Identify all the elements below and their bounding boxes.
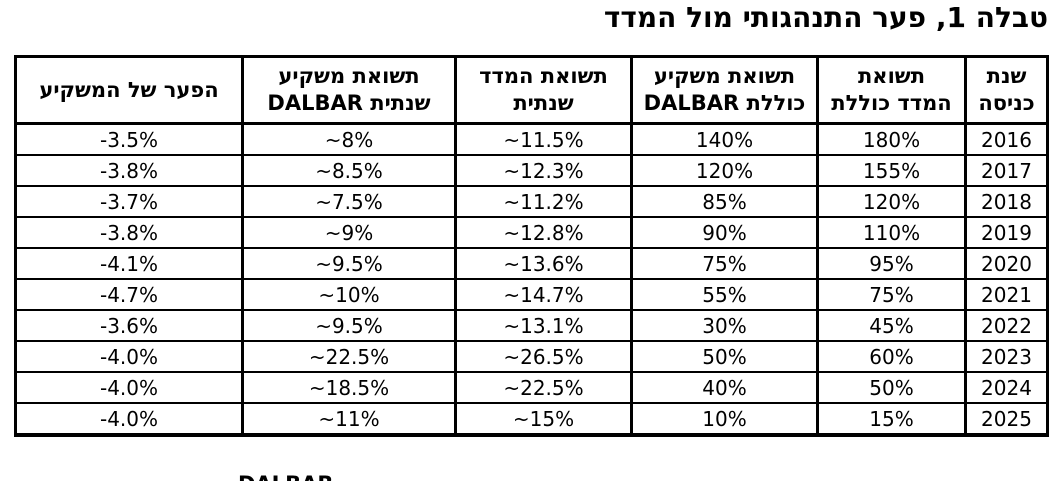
cell-investor-gap: -3.5%: [14, 122, 244, 156]
table-row: 2023 60% 50% ~26.5% ~22.5% -4.0%: [14, 340, 1049, 373]
cell-index-total: 110%: [816, 216, 967, 249]
header-cell-investor-gap: הפער של המשקיע: [14, 55, 244, 125]
header-text: המדד כוללת: [831, 91, 952, 115]
cell-dalbar-annual: ~10%: [241, 278, 457, 311]
cell-dalbar-total: 30%: [630, 309, 819, 342]
cell-index-total: 45%: [816, 309, 967, 342]
cell-index-annual: ~26.5%: [454, 340, 633, 373]
cell-entry-year: 2016: [964, 122, 1049, 156]
cell-dalbar-total: 50%: [630, 340, 819, 373]
cell-dalbar-total: 75%: [630, 247, 819, 280]
page-title: טבלה 1, פער התנהגותי מול המדד: [603, 1, 1048, 34]
cell-entry-year: 2022: [964, 309, 1049, 342]
cell-dalbar-annual: ~8%: [241, 122, 457, 156]
cell-entry-year: 2018: [964, 185, 1049, 218]
cell-index-annual: ~11.2%: [454, 185, 633, 218]
cell-index-total: 60%: [816, 340, 967, 373]
table-row: 2022 45% 30% ~13.1% ~9.5% -3.6%: [14, 309, 1049, 342]
cell-entry-year: 2024: [964, 371, 1049, 404]
cell-index-total: 120%: [816, 185, 967, 218]
table-caption-fragment: DALBAR: [238, 471, 334, 481]
header-row: שנת כניסה תשואת המדד כוללת תשואת משקיע D…: [14, 55, 1049, 125]
cell-dalbar-annual: ~7.5%: [241, 185, 457, 218]
cell-index-total: 15%: [816, 402, 967, 436]
header-cell-index-annual: תשואת המדד שנתית: [454, 55, 633, 125]
data-table: שנת כניסה תשואת המדד כוללת תשואת משקיע D…: [14, 55, 1049, 437]
cell-investor-gap: -3.7%: [14, 185, 244, 218]
cell-index-annual: ~12.8%: [454, 216, 633, 249]
cell-dalbar-total: 10%: [630, 402, 819, 436]
cell-dalbar-total: 40%: [630, 371, 819, 404]
cell-dalbar-annual: ~18.5%: [241, 371, 457, 404]
header-text: הפער של המשקיע: [39, 77, 219, 102]
header-text: תשואת משקיע: [278, 64, 420, 88]
cell-index-total: 155%: [816, 154, 967, 187]
cell-entry-year: 2017: [964, 154, 1049, 187]
table-row: 2024 50% 40% ~22.5% ~18.5% -4.0%: [14, 371, 1049, 404]
cell-dalbar-total: 55%: [630, 278, 819, 311]
table-row: 2018 120% 85% ~11.2% ~7.5% -3.7%: [14, 185, 1049, 218]
cell-index-total: 180%: [816, 122, 967, 156]
table-row: 2021 75% 55% ~14.7% ~10% -4.7%: [14, 278, 1049, 311]
cell-investor-gap: -4.0%: [14, 371, 244, 404]
header-text: DALBAR כוללת: [643, 91, 806, 115]
cell-dalbar-total: 120%: [630, 154, 819, 187]
cell-index-annual: ~11.5%: [454, 122, 633, 156]
cell-entry-year: 2020: [964, 247, 1049, 280]
cell-investor-gap: -4.1%: [14, 247, 244, 280]
cell-dalbar-total: 90%: [630, 216, 819, 249]
cell-index-total: 75%: [816, 278, 967, 311]
header-text: תשואת: [857, 64, 926, 88]
header-text: תשואת משקיע: [653, 64, 796, 88]
cell-dalbar-total: 85%: [630, 185, 819, 218]
header-text: שנת: [986, 64, 1027, 88]
cell-dalbar-annual: ~8.5%: [241, 154, 457, 187]
cell-dalbar-annual: ~9.5%: [241, 247, 457, 280]
cell-dalbar-annual: ~11%: [241, 402, 457, 436]
header-text: DALBAR שנתית: [267, 91, 431, 115]
header-cell-dalbar-total: תשואת משקיע DALBAR כוללת: [630, 55, 819, 125]
header-cell-dalbar-annual: תשואת משקיע DALBAR שנתית: [241, 55, 457, 125]
cell-index-annual: ~12.3%: [454, 154, 633, 187]
table-row: 2016 180% 140% ~11.5% ~8% -3.5%: [14, 122, 1049, 156]
cell-dalbar-annual: ~9%: [241, 216, 457, 249]
cell-dalbar-annual: ~22.5%: [241, 340, 457, 373]
header-cell-entry-year: שנת כניסה: [964, 55, 1049, 125]
cell-entry-year: 2023: [964, 340, 1049, 373]
cell-index-annual: ~13.6%: [454, 247, 633, 280]
header-cell-index-total: תשואת המדד כוללת: [816, 55, 967, 125]
cell-entry-year: 2021: [964, 278, 1049, 311]
table-row: 2020 95% 75% ~13.6% ~9.5% -4.1%: [14, 247, 1049, 280]
cell-index-annual: ~22.5%: [454, 371, 633, 404]
cell-dalbar-total: 140%: [630, 122, 819, 156]
cell-investor-gap: -3.6%: [14, 309, 244, 342]
cell-dalbar-annual: ~9.5%: [241, 309, 457, 342]
cell-index-total: 95%: [816, 247, 967, 280]
cell-investor-gap: -4.7%: [14, 278, 244, 311]
cell-entry-year: 2025: [964, 402, 1049, 436]
header-text: שנתית: [513, 91, 574, 115]
cell-index-annual: ~15%: [454, 402, 633, 436]
cell-investor-gap: -4.0%: [14, 340, 244, 373]
cell-entry-year: 2019: [964, 216, 1049, 249]
header-text: תשואת המדד: [479, 64, 608, 88]
cell-investor-gap: -3.8%: [14, 154, 244, 187]
header-text: כניסה: [978, 91, 1035, 115]
table-row: 2019 110% 90% ~12.8% ~9% -3.8%: [14, 216, 1049, 249]
cell-investor-gap: -4.0%: [14, 402, 244, 436]
cell-investor-gap: -3.8%: [14, 216, 244, 249]
cell-index-annual: ~14.7%: [454, 278, 633, 311]
cell-index-annual: ~13.1%: [454, 309, 633, 342]
table-row: 2017 155% 120% ~12.3% ~8.5% -3.8%: [14, 154, 1049, 187]
table-row: 2025 15% 10% ~15% ~11% -4.0%: [14, 402, 1049, 436]
cell-index-total: 50%: [816, 371, 967, 404]
